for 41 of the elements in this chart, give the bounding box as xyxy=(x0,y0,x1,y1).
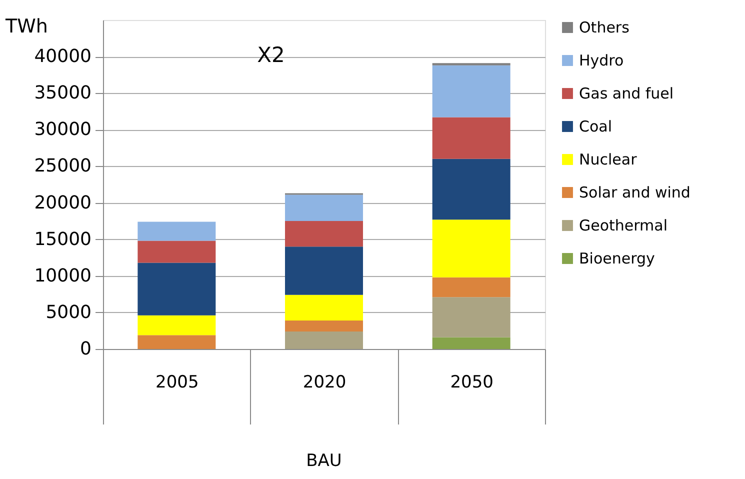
bar xyxy=(285,246,363,295)
legend-label: Others xyxy=(579,18,630,36)
y-tick-label: 10000 xyxy=(34,265,92,286)
text: BAU xyxy=(306,451,342,471)
y-tick-label: 30000 xyxy=(34,119,92,140)
x-tick-label: 2020 xyxy=(302,372,346,392)
bar xyxy=(432,220,510,278)
y-tick-label: 15000 xyxy=(34,228,92,250)
bar xyxy=(138,240,216,263)
legend-label: Coal xyxy=(579,118,612,136)
bar xyxy=(432,337,510,349)
x-tick-label: 2050 xyxy=(450,372,494,392)
bar xyxy=(285,331,363,349)
bar xyxy=(285,194,363,222)
legend-label: Bioenergy xyxy=(579,250,656,268)
bar xyxy=(432,277,510,298)
annotation: X2 xyxy=(257,43,285,67)
y-tick-label: 5000 xyxy=(46,302,92,323)
bar xyxy=(138,315,216,336)
legend-label: Gas and fuel xyxy=(579,84,674,102)
bar xyxy=(285,294,363,320)
bar xyxy=(138,222,216,241)
bar xyxy=(285,320,363,332)
y-tick-label: 35000 xyxy=(34,82,92,104)
bar xyxy=(285,221,363,247)
y-tick-label: 20000 xyxy=(34,192,92,214)
bar xyxy=(432,117,510,159)
bar xyxy=(138,335,216,349)
bar xyxy=(432,158,510,220)
y-tick-label: 25000 xyxy=(34,156,92,177)
legend-label: Nuclear xyxy=(579,150,638,168)
y-tick-label: 40000 xyxy=(34,46,92,68)
legend-label: Geothermal xyxy=(579,216,668,234)
legend-label: Hydro xyxy=(579,52,624,70)
x-tick-label: 2005 xyxy=(156,372,199,392)
legend-label: Solar and wind xyxy=(579,184,690,202)
y-tick-label: 0 xyxy=(80,338,92,360)
y-axis-title: TWh xyxy=(4,16,48,38)
bar xyxy=(138,262,216,316)
bar xyxy=(432,297,510,338)
bar xyxy=(432,65,510,118)
